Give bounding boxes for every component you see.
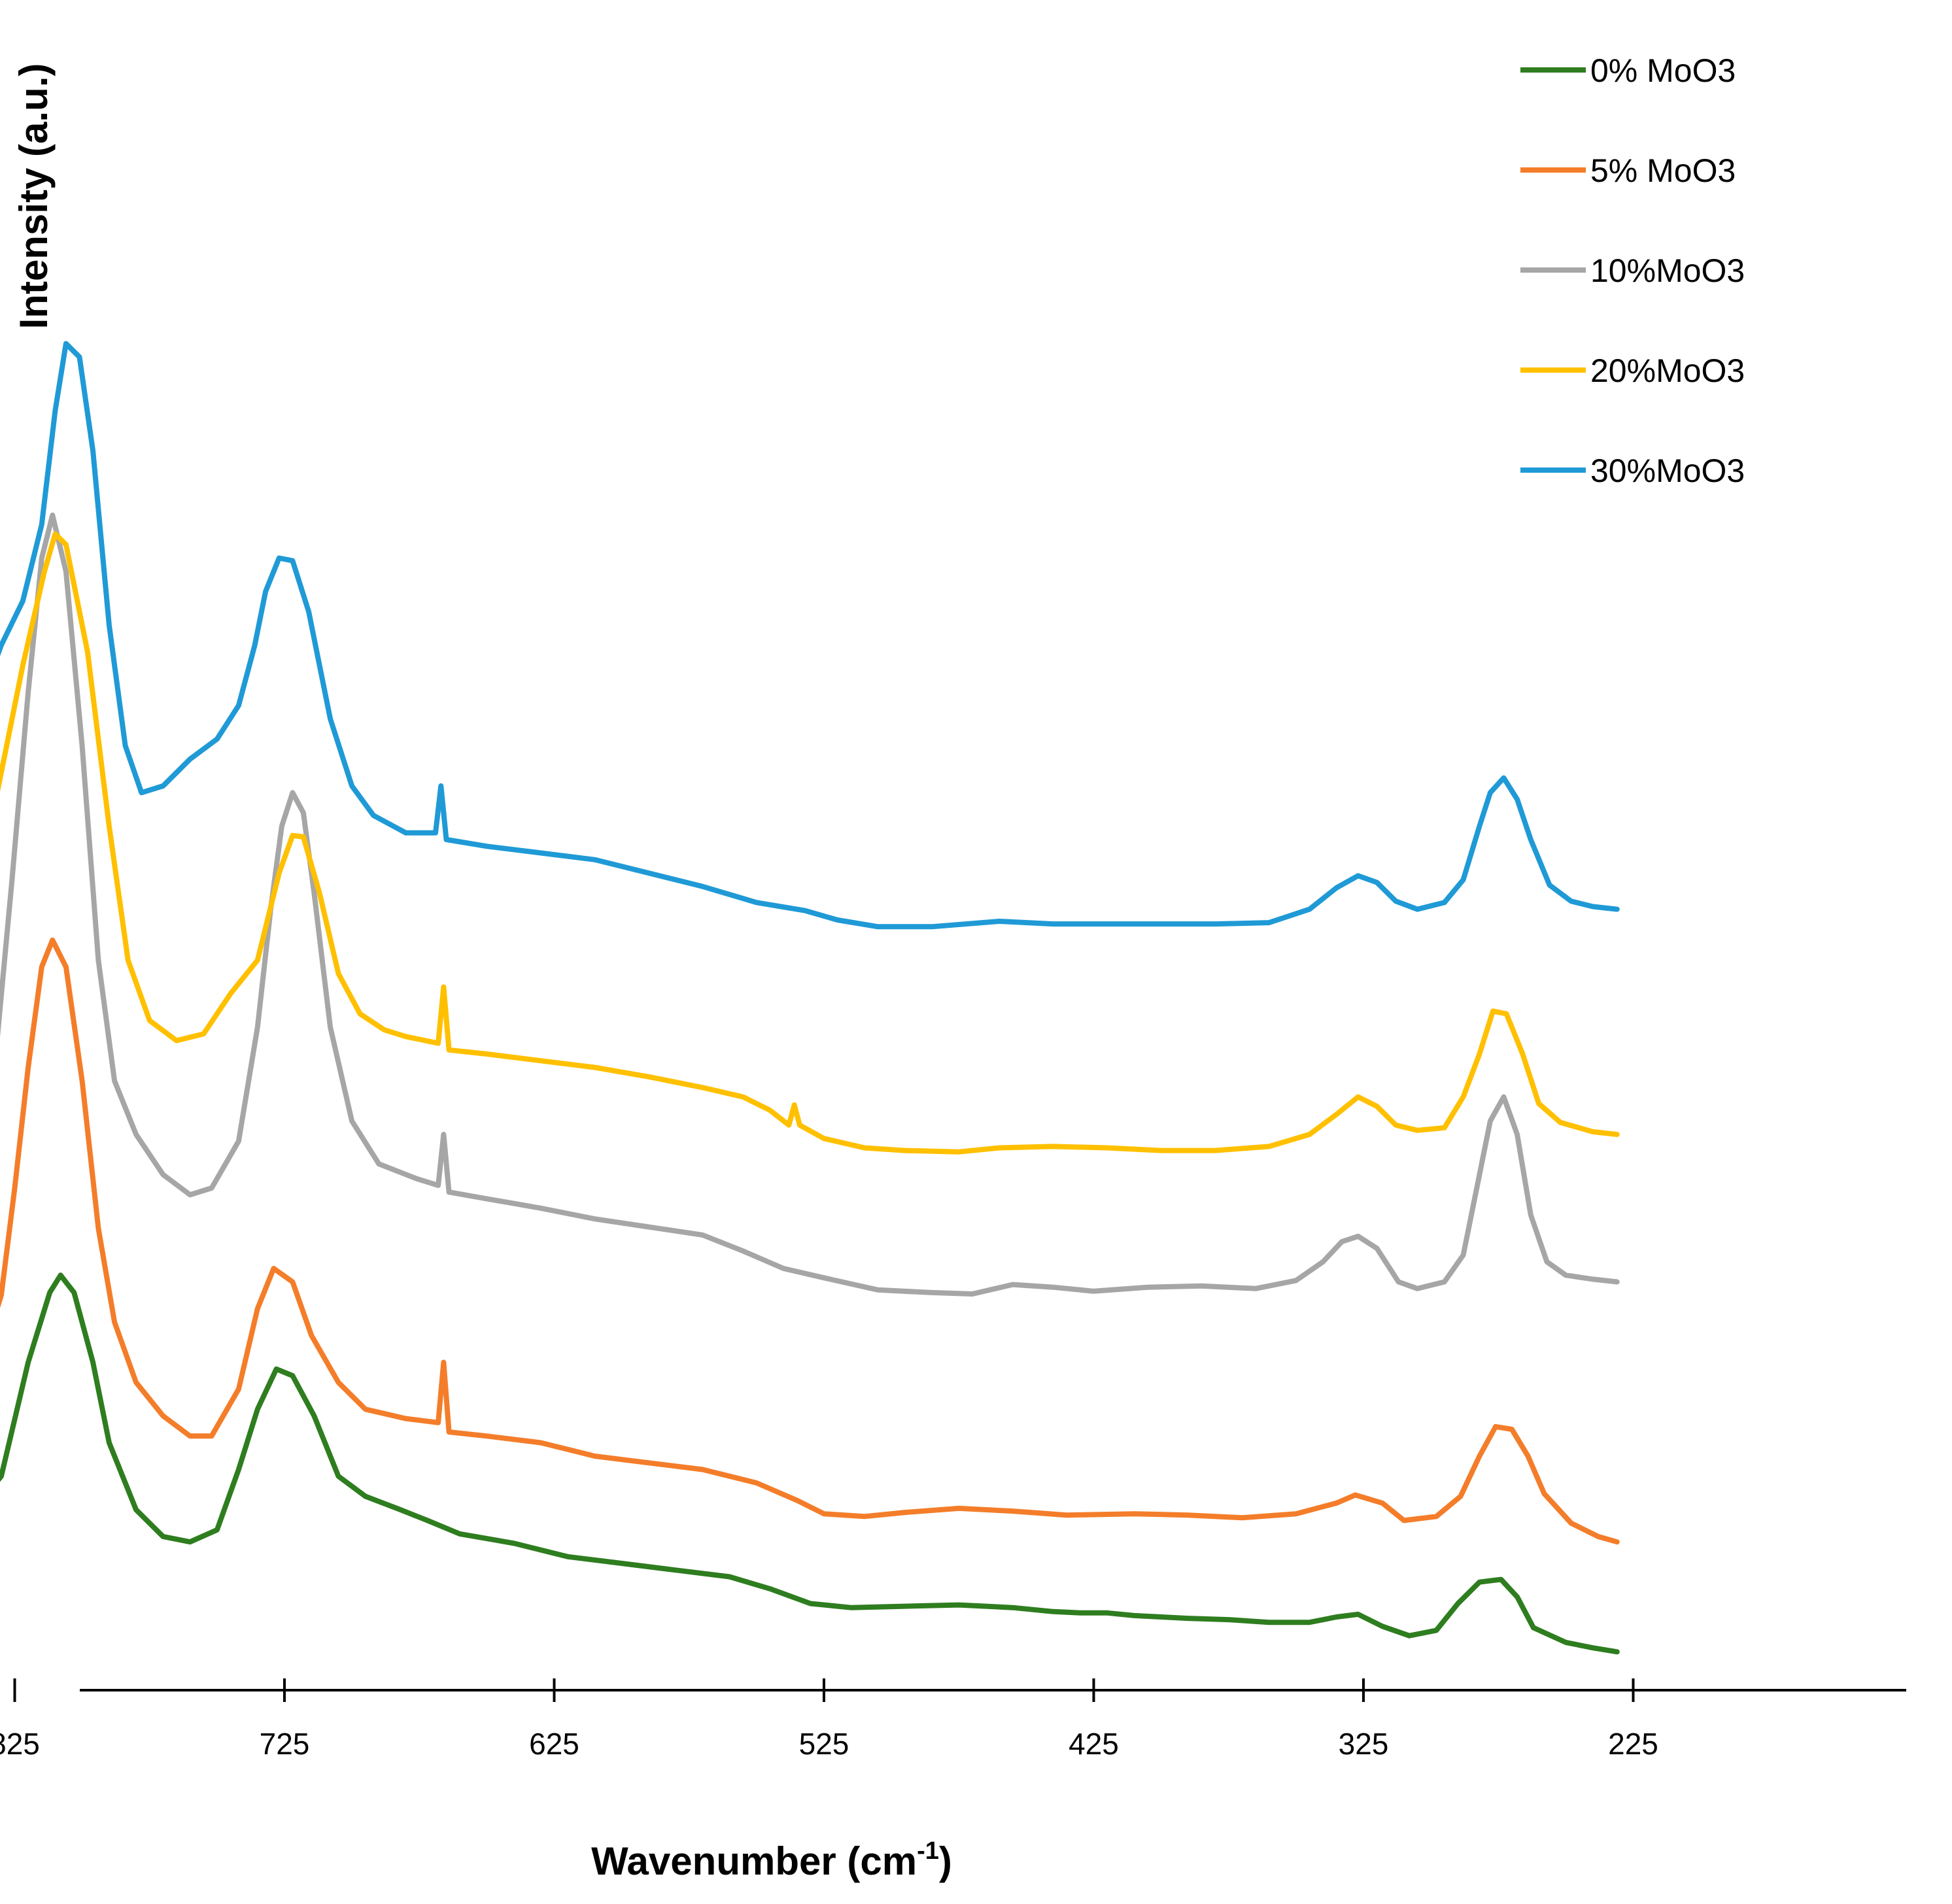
x-tick-label: 525: [799, 1727, 849, 1761]
series-lines: [0, 341, 1620, 1655]
legend-label-4: 30%MoO3: [1590, 452, 1745, 489]
series-line-2: [0, 512, 1620, 1297]
legend-label-1: 5% MoO3: [1590, 152, 1736, 189]
series-line-1: [0, 937, 1620, 1545]
x-tick-label: 625: [529, 1727, 579, 1761]
x-tick-label: 225: [1608, 1727, 1658, 1761]
x-tick-label: 725: [260, 1727, 310, 1761]
x-axis-title: Wavenumber (cm-1): [591, 1837, 952, 1883]
y-axis-title: Intensity (a.u.): [12, 63, 56, 330]
legend-label-3: 20%MoO3: [1590, 352, 1745, 389]
series-line-4: [0, 341, 1620, 930]
x-tick-label: 825: [0, 1727, 40, 1761]
x-axis-title-main: Wavenumber (cm: [591, 1839, 917, 1883]
x-axis-title-superscript: -1: [917, 1837, 939, 1865]
legend-label-0: 0% MoO3: [1590, 52, 1736, 89]
x-axis-title-suffix: ): [939, 1839, 952, 1883]
x-axis-ticks: 825 725 625 525 425 325 225: [0, 1678, 1658, 1761]
series-line-3: [0, 531, 1620, 1155]
x-tick-label: 325: [1339, 1727, 1389, 1761]
series-line-0: [0, 1272, 1620, 1655]
legend: 0% MoO3 5% MoO3 10%MoO3 20%MoO3 30%MoO3: [1520, 52, 1745, 489]
legend-label-2: 10%MoO3: [1590, 252, 1745, 289]
x-tick-label: 425: [1069, 1727, 1119, 1761]
